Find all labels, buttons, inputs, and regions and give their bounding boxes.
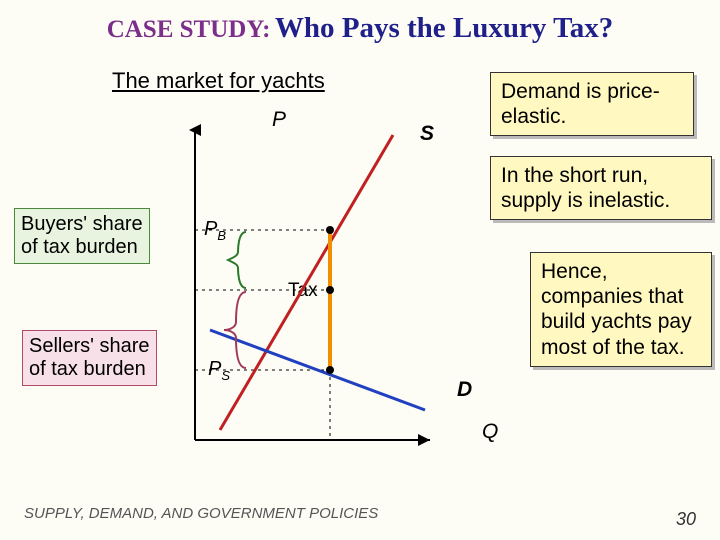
callout-supply: In the short run, supply is inelastic. [490,156,712,220]
footer: SUPPLY, DEMAND, AND GOVERNMENT POLICIES [24,505,378,522]
callout-conclusion: Hence, companies that build yachts pay m… [530,252,712,367]
pt-eq [326,286,334,294]
callout-demand: Demand is price-elastic. [490,72,694,136]
pt-ps [326,366,334,374]
supply-curve [220,135,393,430]
buyers-brace [228,232,246,288]
demand-curve [210,330,425,410]
pt-pb [326,226,334,234]
sellers-brace [224,292,246,368]
page-number: 30 [676,509,696,530]
yacht-market-chart [0,0,500,470]
